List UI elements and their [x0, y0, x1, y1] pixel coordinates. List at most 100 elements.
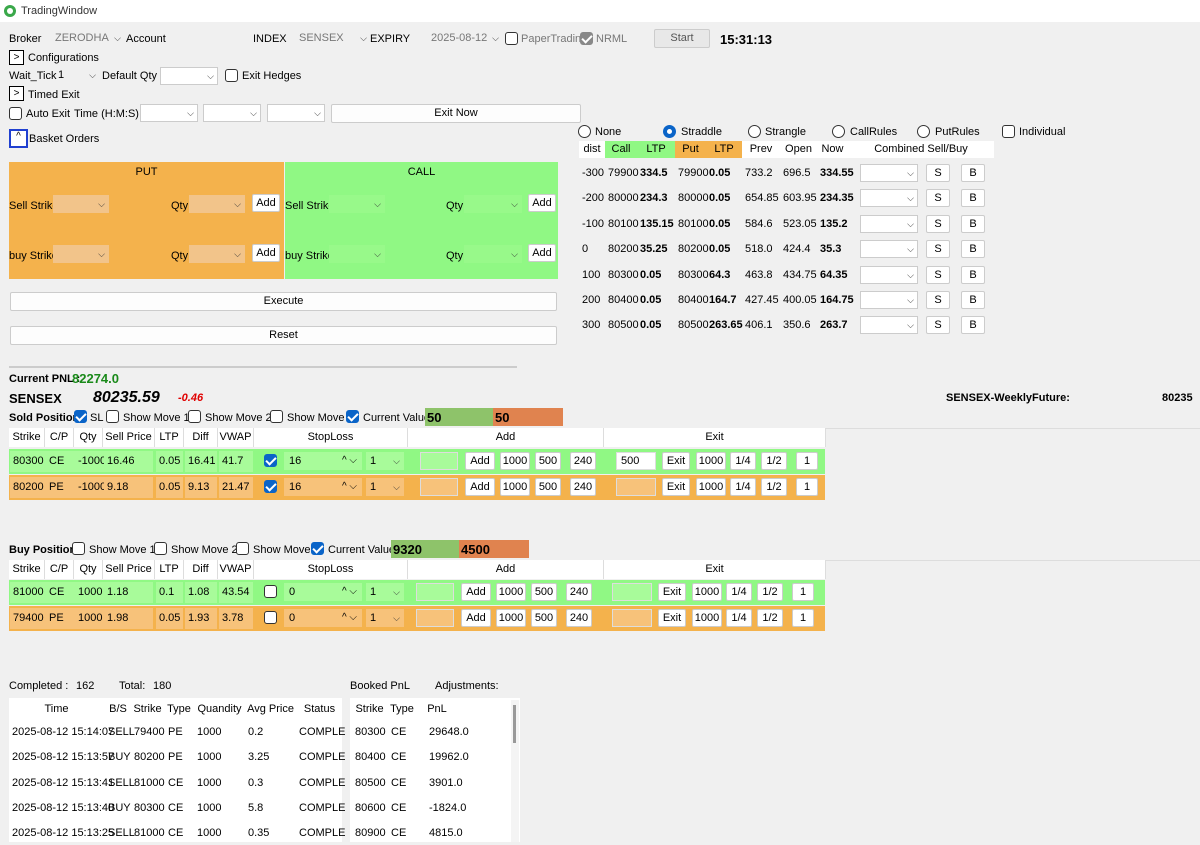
- exit-hedges-checkbox[interactable]: [225, 69, 238, 82]
- sold-add-1000-button[interactable]: 1000: [500, 452, 530, 470]
- buy-exit-button[interactable]: Exit: [658, 583, 686, 601]
- chain-sell-button[interactable]: S: [926, 265, 950, 284]
- buy-exit-input[interactable]: [612, 583, 652, 601]
- buy-add-input[interactable]: [416, 608, 454, 627]
- buy-add-button[interactable]: Add: [461, 608, 491, 627]
- hour-select[interactable]: ⌵: [140, 104, 198, 122]
- reset-button[interactable]: Reset: [10, 326, 557, 345]
- chain-buy-button[interactable]: B: [961, 189, 985, 208]
- buy-exit-button[interactable]: Exit: [658, 608, 686, 627]
- sold-exit-half-button[interactable]: 1/2: [761, 452, 787, 470]
- buy-add-500-button[interactable]: 500: [531, 608, 557, 627]
- call-buy-qty-select[interactable]: ⌵: [464, 245, 522, 263]
- mode-strangle-radio[interactable]: [748, 125, 761, 138]
- expiry-select[interactable]: 2025-08-12 ⌵: [428, 30, 502, 48]
- buy-sl-spinbox[interactable]: 0 ^ ⌵: [284, 608, 362, 627]
- sold-exit-quarter-button[interactable]: 1/4: [730, 477, 756, 496]
- combined-qty-select[interactable]: ⌵: [860, 291, 918, 309]
- sold-exit-quarter-button[interactable]: 1/4: [730, 452, 756, 470]
- combined-qty-select[interactable]: ⌵: [860, 240, 918, 259]
- chain-sell-button[interactable]: S: [926, 214, 950, 233]
- buy-sl-qty-select[interactable]: 1 ⌵: [366, 583, 404, 601]
- sold-exit-button[interactable]: Exit: [662, 452, 690, 470]
- sold-exit-one-button[interactable]: 1: [796, 477, 818, 496]
- combined-qty-select[interactable]: ⌵: [860, 265, 918, 284]
- buy-move-checkbox[interactable]: [236, 542, 249, 555]
- sold-current-checkbox[interactable]: [346, 410, 359, 423]
- combined-qty-select[interactable]: ⌵: [860, 214, 918, 233]
- mode-none-radio[interactable]: [578, 125, 591, 138]
- sold-add-500-button[interactable]: 500: [535, 452, 561, 470]
- booked-scrollbar-thumb[interactable]: [513, 705, 516, 743]
- combined-qty-select[interactable]: ⌵: [860, 189, 918, 208]
- mode-callrules-radio[interactable]: [832, 125, 845, 138]
- buy-sl-spinbox[interactable]: 0 ^ ⌵: [284, 583, 362, 601]
- buy-add-button[interactable]: Add: [461, 583, 491, 601]
- chain-sell-button[interactable]: S: [926, 316, 950, 335]
- sold-exit-button[interactable]: Exit: [662, 477, 690, 496]
- sold-exit-1000-button[interactable]: 1000: [696, 452, 726, 470]
- chain-buy-button[interactable]: B: [961, 214, 985, 233]
- sold-sl-checkbox[interactable]: [264, 454, 277, 467]
- call-buy-strike-select[interactable]: ⌵: [329, 245, 385, 263]
- sold-sl-spinbox[interactable]: 16 ^ ⌵: [284, 452, 362, 470]
- sold-exit-input[interactable]: 500: [616, 452, 656, 470]
- call-sell-strike-select[interactable]: ⌵: [329, 195, 385, 213]
- chain-sell-button[interactable]: S: [926, 291, 950, 309]
- buy-add-1000-button[interactable]: 1000: [496, 608, 526, 627]
- sold-add-button[interactable]: Add: [465, 452, 495, 470]
- booked-scrollbar[interactable]: [511, 700, 519, 842]
- configurations-expand-icon[interactable]: >: [9, 50, 24, 65]
- buy-sl-qty-select[interactable]: 1 ⌵: [366, 608, 404, 627]
- sold-sl-qty-select[interactable]: 1 ⌵: [366, 452, 404, 470]
- minute-select[interactable]: ⌵: [203, 104, 261, 122]
- buy-sl-checkbox[interactable]: [264, 610, 277, 624]
- sold-move-checkbox[interactable]: [270, 410, 283, 423]
- put-buy-strike-select[interactable]: ⌵: [53, 245, 109, 263]
- nrml-checkbox[interactable]: [580, 32, 593, 45]
- timed-exit-expand-icon[interactable]: >: [9, 86, 24, 101]
- sold-exit-one-button[interactable]: 1: [796, 452, 818, 470]
- buy-sl-checkbox[interactable]: [264, 585, 277, 598]
- broker-select[interactable]: ZERODHA ⌵: [52, 30, 124, 48]
- buy-current-checkbox[interactable]: [311, 542, 324, 555]
- auto-exit-checkbox[interactable]: [9, 107, 22, 120]
- buy-exit-one-button[interactable]: 1: [792, 608, 814, 627]
- chain-sell-button[interactable]: S: [926, 189, 950, 208]
- second-select[interactable]: ⌵: [267, 104, 325, 122]
- sold-sl-checkbox[interactable]: [74, 410, 87, 423]
- sold-add-500-button[interactable]: 500: [535, 477, 561, 496]
- combined-qty-select[interactable]: ⌵: [860, 164, 918, 182]
- buy-exit-quarter-button[interactable]: 1/4: [726, 608, 752, 627]
- sold-exit-1000-button[interactable]: 1000: [696, 477, 726, 496]
- combined-qty-select[interactable]: ⌵: [860, 316, 918, 335]
- exit-now-button[interactable]: Exit Now: [331, 104, 581, 123]
- chain-sell-button[interactable]: S: [926, 164, 950, 182]
- buy-exit-1000-button[interactable]: 1000: [692, 608, 722, 627]
- buy-add-240-button[interactable]: 240: [566, 608, 592, 627]
- sold-sl-spinbox[interactable]: 16 ^ ⌵: [284, 477, 362, 496]
- index-select[interactable]: SENSEX ⌵: [296, 30, 370, 48]
- buy-add-1000-button[interactable]: 1000: [496, 583, 526, 601]
- buy-add-500-button[interactable]: 500: [531, 583, 557, 601]
- buy-exit-quarter-button[interactable]: 1/4: [726, 583, 752, 601]
- chain-buy-button[interactable]: B: [961, 240, 985, 259]
- start-button[interactable]: Start: [654, 29, 710, 48]
- buy-exit-half-button[interactable]: 1/2: [757, 583, 783, 601]
- call-sell-add-button[interactable]: Add: [528, 194, 556, 212]
- execute-button[interactable]: Execute: [10, 292, 557, 311]
- buy-exit-input[interactable]: [612, 608, 652, 627]
- put-buy-add-button[interactable]: Add: [252, 244, 280, 262]
- mode-straddle-radio[interactable]: [663, 125, 676, 138]
- buy-move2-checkbox[interactable]: [154, 542, 167, 555]
- buy-add-240-button[interactable]: 240: [566, 583, 592, 601]
- paper-trading-checkbox[interactable]: [505, 32, 518, 45]
- put-sell-add-button[interactable]: Add: [252, 194, 280, 212]
- sold-add-1000-button[interactable]: 1000: [500, 477, 530, 496]
- sold-exit-input[interactable]: [616, 477, 656, 496]
- sold-move1-checkbox[interactable]: [106, 410, 119, 423]
- sold-add-240-button[interactable]: 240: [570, 477, 596, 496]
- buy-exit-1000-button[interactable]: 1000: [692, 583, 722, 601]
- default-qty-select[interactable]: ⌵: [160, 67, 218, 85]
- buy-exit-one-button[interactable]: 1: [792, 583, 814, 601]
